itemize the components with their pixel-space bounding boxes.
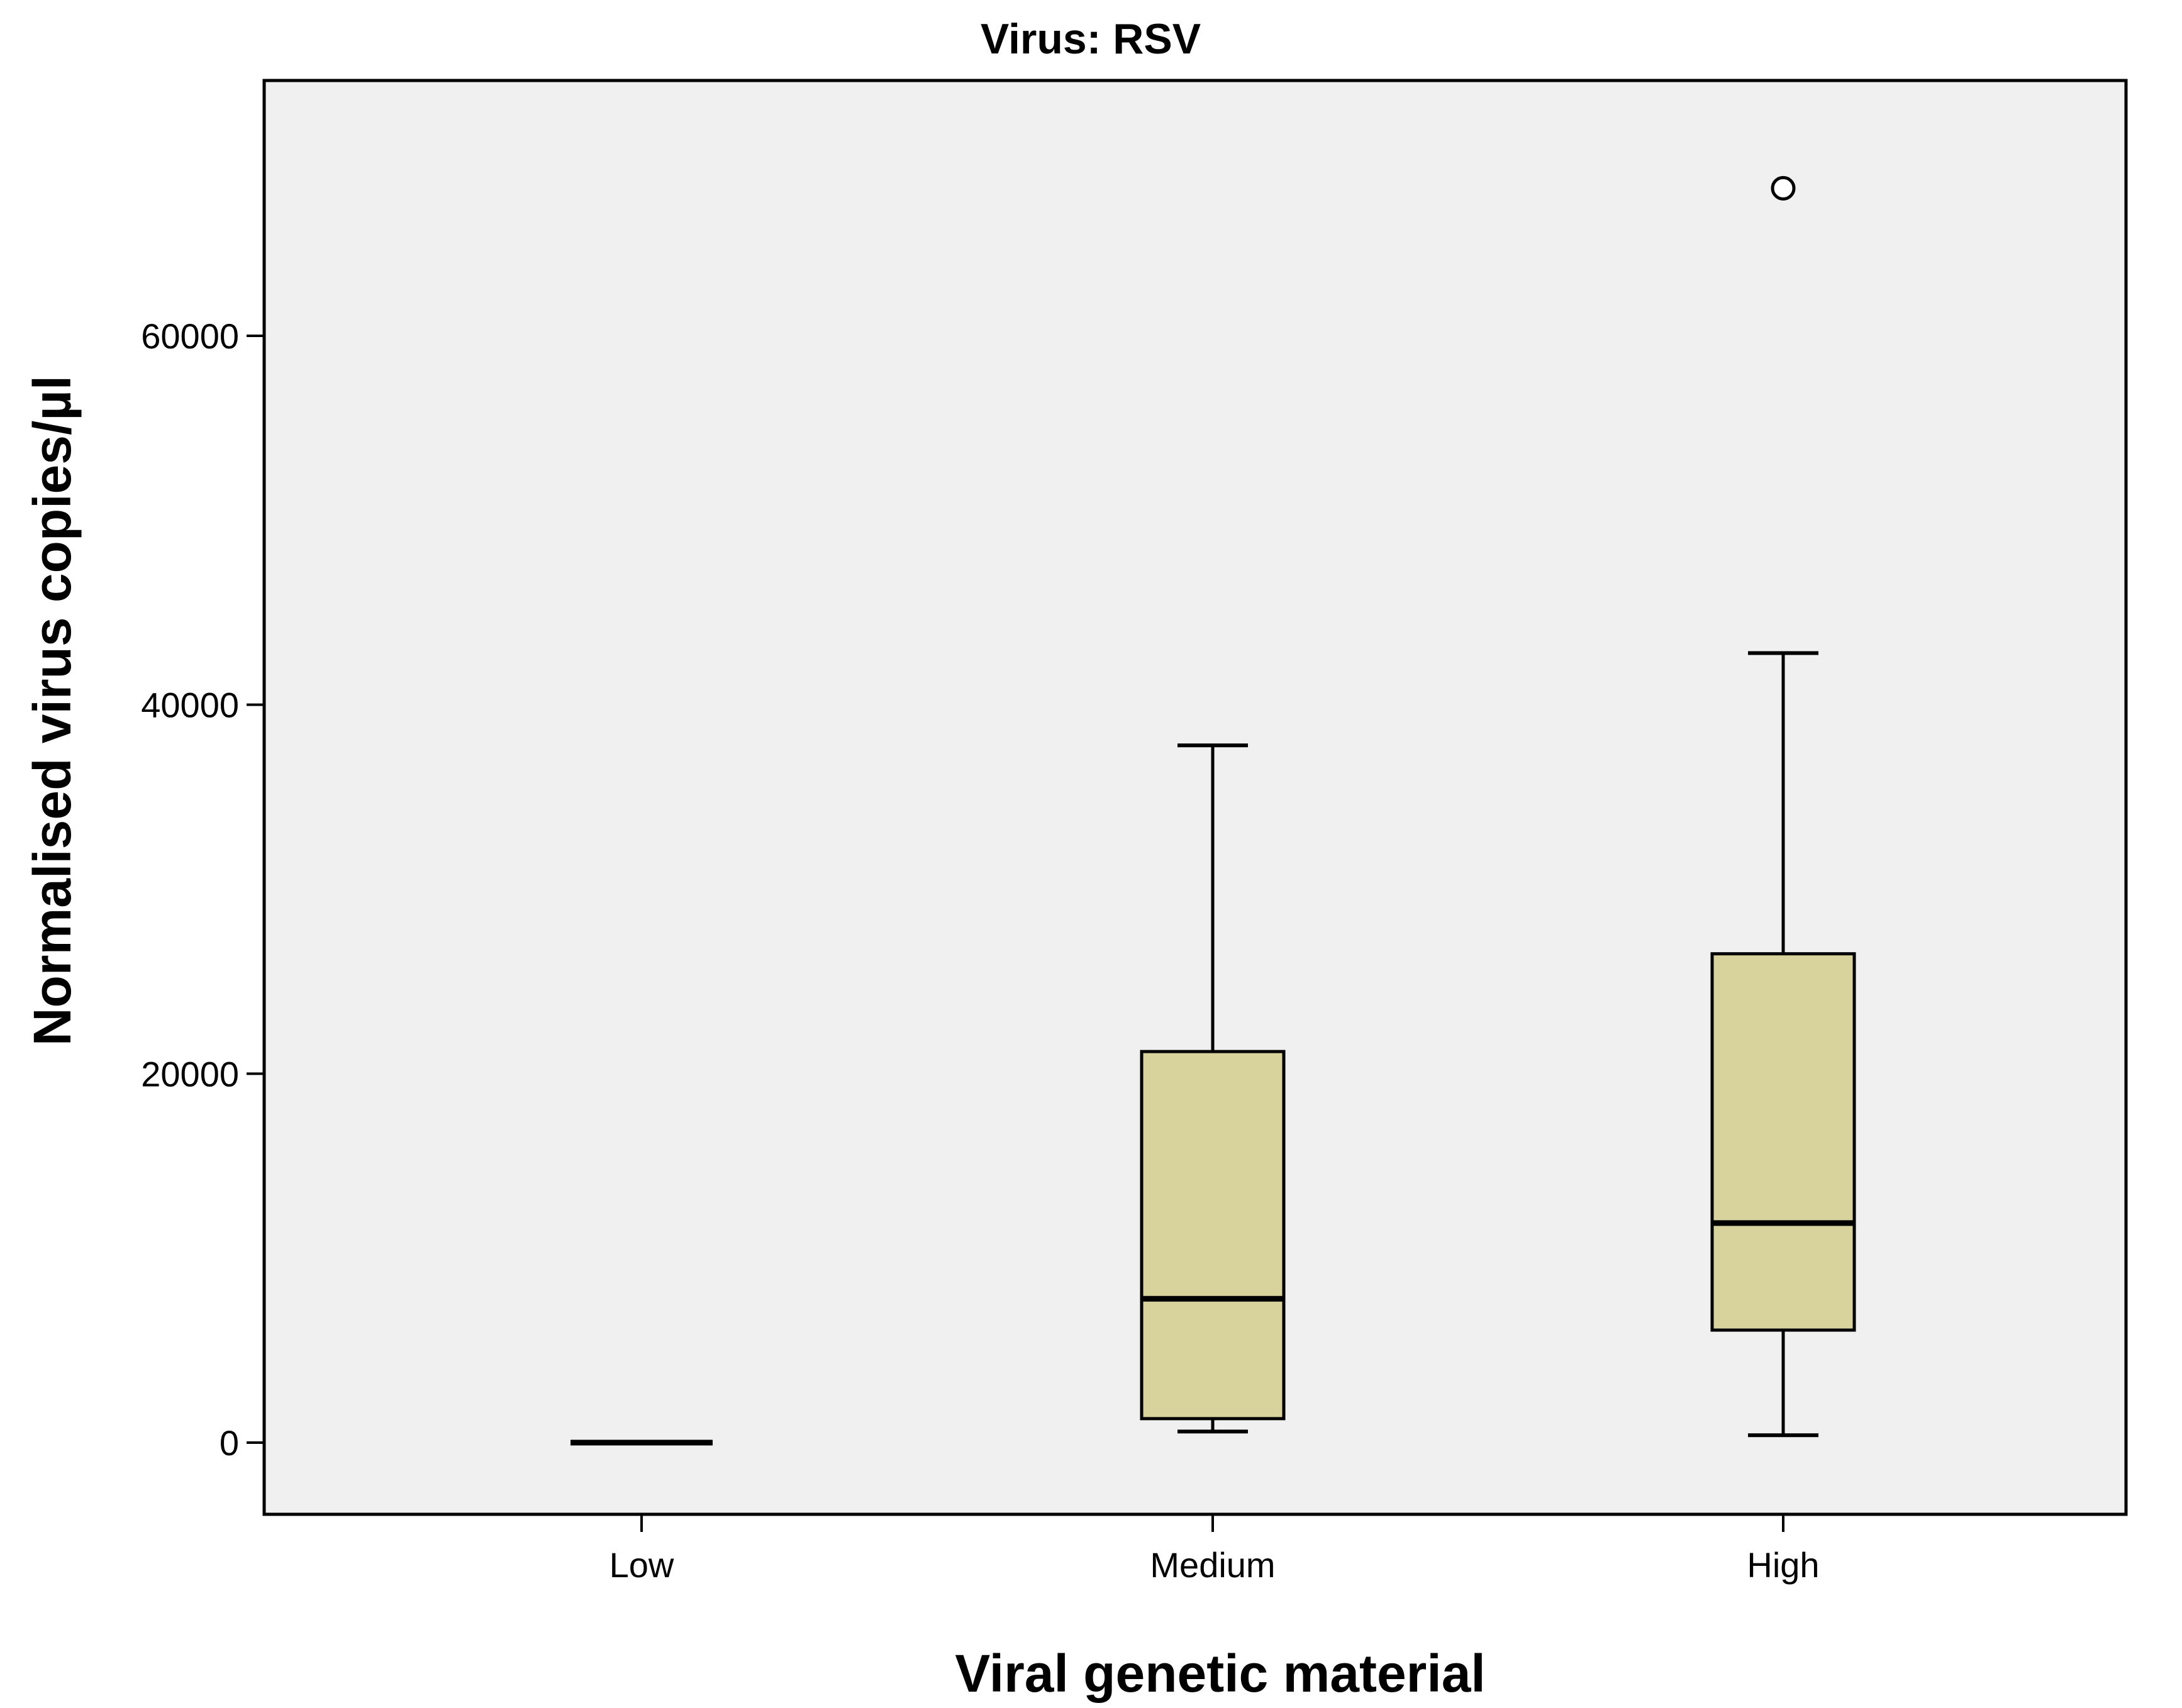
x-tick-label: High [1747,1545,1819,1585]
y-tick-label: 40000 [141,685,239,725]
y-tick-label: 60000 [141,316,239,356]
y-axis-label: Normalised virus copies/µl [23,375,82,1046]
y-tick-label: 20000 [141,1054,239,1094]
iqr-box [1710,952,1856,1332]
x-tick-label: Medium [1150,1545,1275,1585]
boxes [571,175,1856,1446]
chart-title: Virus: RSV [981,15,1201,63]
y-axis: 0 20000 40000 60000 [141,316,264,1463]
box-medium [1140,743,1286,1434]
x-tick-label: Low [610,1545,674,1585]
x-axis-label: Viral genetic material [955,1644,1486,1703]
y-tick-label: 0 [220,1423,239,1463]
outlier-point [1771,175,1796,201]
iqr-box [1140,1050,1286,1421]
box-high [1710,175,1856,1438]
x-axis: Low Medium High [610,1514,1820,1585]
